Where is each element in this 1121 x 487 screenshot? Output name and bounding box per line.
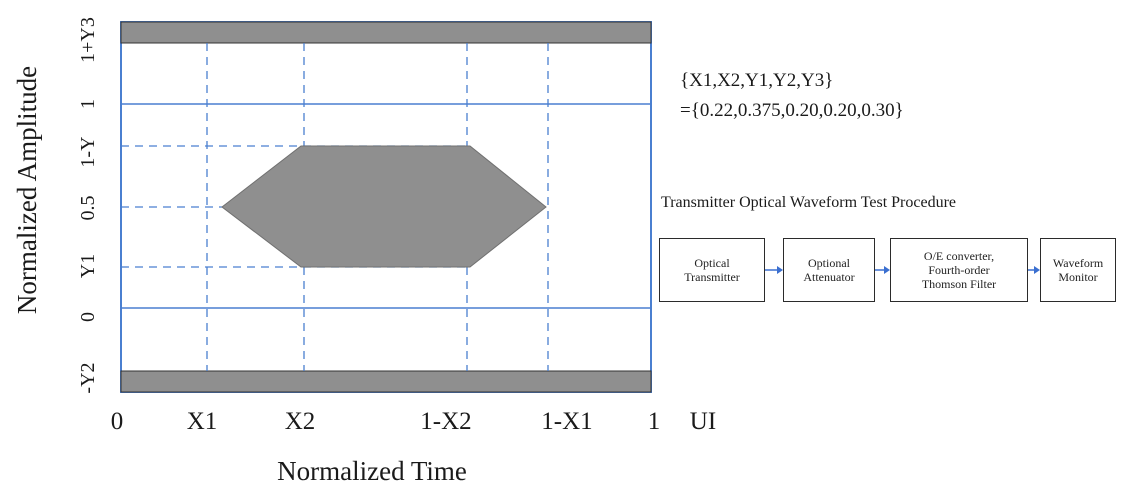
x-tick-label: 1-X2 — [420, 408, 471, 435]
x-tick-label: 1 — [648, 408, 661, 435]
parameter-names: {X1,X2,Y1,Y2,Y3} — [680, 70, 834, 91]
arrow-head-icon — [884, 266, 890, 274]
box-label-line: Optical — [694, 256, 730, 270]
upper-mask-bar — [120, 21, 652, 44]
x-tick-label: X1 — [187, 408, 218, 435]
parameter-values: ={0.22,0.375,0.20,0.20,0.30} — [680, 100, 904, 121]
x-unit-label: UI — [690, 408, 716, 435]
y-tick-label: -Y2 — [77, 362, 99, 393]
y-tick-label: 1+Y3 — [77, 17, 99, 63]
x-tick-label: 1-X1 — [541, 408, 592, 435]
arrow-head-icon — [777, 266, 783, 274]
optical-transmitter-box: Optical Transmitter — [659, 238, 765, 302]
box-label-line: Transmitter — [684, 270, 740, 284]
y-tick-label: 1 — [77, 99, 99, 109]
y-tick-label: 0 — [77, 312, 99, 322]
x-tick-label: X2 — [285, 408, 316, 435]
y-tick-label: 1-Y — [77, 136, 99, 167]
y-axis-label: Normalized Amplitude — [12, 66, 42, 314]
x-tick-label: 0 — [111, 408, 124, 435]
box-label-line: O/E converter, — [923, 249, 995, 263]
flow-arrows — [765, 266, 1040, 274]
box-label-line: Fourth-order — [928, 263, 990, 277]
box-label-line: Attenuator — [803, 270, 855, 284]
box-label-line: Waveform — [1052, 256, 1104, 270]
arrow-head-icon — [1034, 266, 1040, 274]
procedure-title: Transmitter Optical Waveform Test Proced… — [661, 194, 957, 211]
oe-converter-filter-box: O/E converter, Fourth-order Thomson Filt… — [890, 238, 1028, 302]
y-tick-label: 0.5 — [77, 196, 99, 221]
x-axis-label: Normalized Time — [277, 456, 467, 486]
lower-mask-bar — [120, 370, 652, 393]
box-label-line: Thomson Filter — [921, 277, 997, 291]
box-label-line: Monitor — [1058, 270, 1098, 284]
optional-attenuator-box: Optional Attenuator — [783, 238, 875, 302]
center-mask-hexagon — [221, 145, 547, 268]
y-tick-label: Y1 — [77, 254, 99, 278]
box-label-line: Optional — [807, 256, 850, 270]
waveform-monitor-box: Waveform Monitor — [1040, 238, 1116, 302]
